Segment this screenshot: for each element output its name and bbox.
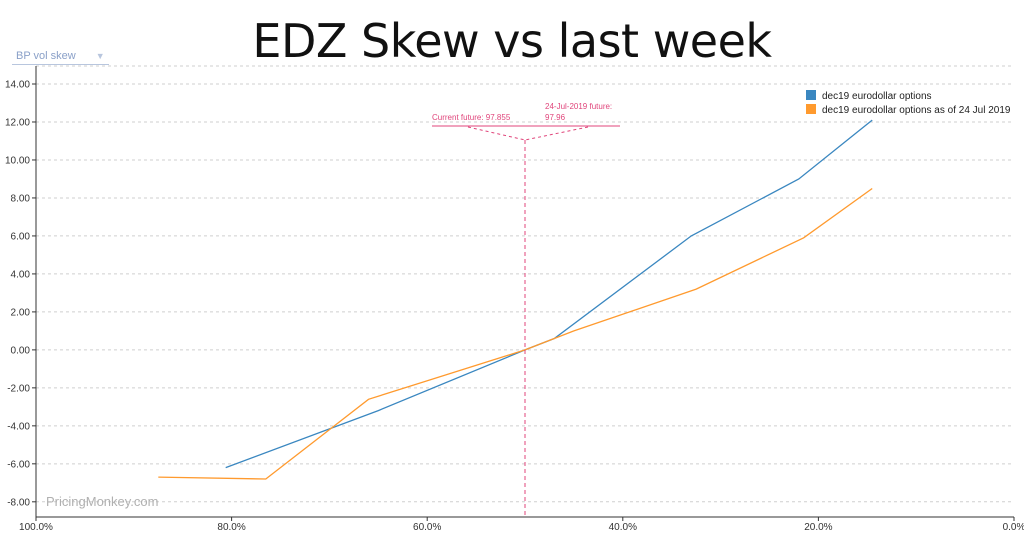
chevron-down-icon: ▼: [95, 51, 105, 61]
x-tick-label: 20.0%: [804, 522, 832, 533]
legend: dec19 eurodollar options dec19 eurodollar…: [806, 90, 1011, 116]
y-tick-label: 0.00: [11, 345, 31, 356]
vol-skew-dropdown[interactable]: BP vol skew ▼: [12, 50, 109, 65]
y-tick-label: -4.00: [7, 421, 30, 432]
y-tick-label: 12.00: [5, 117, 30, 128]
bracket-connector-left: [467, 126, 526, 141]
y-tick-label: 2.00: [11, 307, 31, 318]
dropdown-label: BP vol skew: [16, 50, 76, 62]
current-future-label: Current future: 97.855: [432, 113, 511, 122]
legend-label: dec19 eurodollar options: [822, 91, 932, 102]
legend-swatch: [806, 104, 816, 114]
chart-title: EDZ Skew vs last week: [252, 14, 772, 68]
y-tick-label: -6.00: [7, 459, 30, 470]
x-tick-label: 0.0%: [1003, 522, 1024, 533]
watermark: PricingMonkey.com: [46, 494, 158, 509]
y-tick-label: 10.00: [5, 155, 30, 166]
bracket-connector-right: [524, 126, 589, 141]
y-tick-label: 8.00: [11, 193, 31, 204]
y-tick-label: 4.00: [11, 269, 31, 280]
legend-swatch: [806, 90, 816, 100]
y-tick-label: 6.00: [11, 231, 31, 242]
series-layer: [158, 119, 873, 480]
y-tick-label: -2.00: [7, 383, 30, 394]
series-line-1: [225, 119, 873, 469]
x-tick-label: 40.0%: [609, 522, 637, 533]
x-tick-label: 60.0%: [413, 522, 441, 533]
previous-future-label: 24-Jul-2019 future:: [545, 102, 612, 111]
previous-future-value: 97.96: [545, 113, 566, 122]
future-annotations: Current future: 97.855 24-Jul-2019 future…: [432, 102, 620, 517]
axes: 14.00 12.00 10.00 8.00 6.00 4.00 2.00 0.00 -2.00…: [5, 66, 1024, 533]
legend-label: dec19 eurodollar options as of 24 Jul 20…: [822, 105, 1011, 116]
y-tick-label: 14.00: [5, 80, 30, 91]
y-tick-label: -8.00: [7, 497, 30, 508]
x-tick-label: 80.0%: [217, 522, 245, 533]
x-tick-label: 100.0%: [19, 522, 53, 533]
series-line-2: [158, 187, 873, 480]
